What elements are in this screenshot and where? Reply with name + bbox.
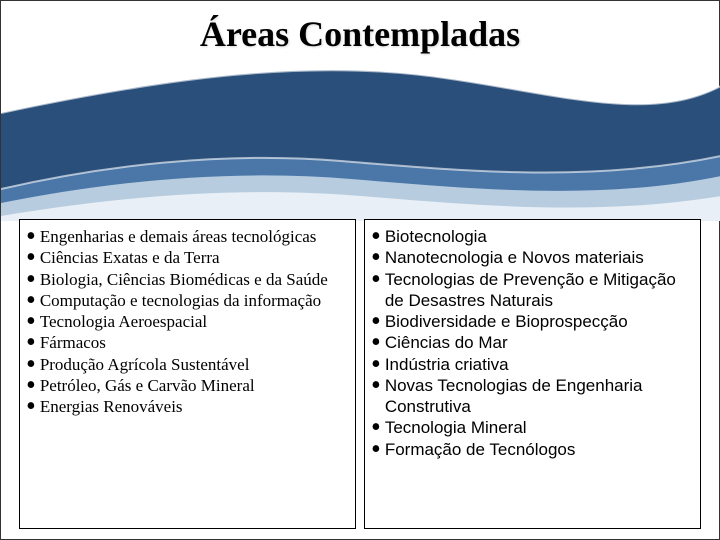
slide-title: Áreas Contempladas xyxy=(1,1,719,55)
list-item: •Ciências do Mar xyxy=(371,332,692,353)
item-text: Produção Agrícola Sustentável xyxy=(40,354,250,375)
right-column: •Biotecnologia •Nanotecnologia e Novos m… xyxy=(364,219,701,529)
item-text: Engenharias e demais áreas tecnológicas xyxy=(40,226,317,247)
item-text: Ciências do Mar xyxy=(385,332,508,353)
item-text: Petróleo, Gás e Carvão Mineral xyxy=(40,375,255,396)
bullet-icon: • xyxy=(371,271,381,289)
bullet-icon: • xyxy=(371,377,381,395)
item-text: Ciências Exatas e da Terra xyxy=(40,247,220,268)
item-text: Tecnologia Mineral xyxy=(385,417,527,438)
left-column: •Engenharias e demais áreas tecnológicas… xyxy=(19,219,356,529)
item-text: Formação de Tecnólogos xyxy=(385,439,576,460)
list-item: •Computação e tecnologias da informação xyxy=(26,290,347,311)
list-item: •Tecnologias de Prevenção e Mitigação de… xyxy=(371,269,692,312)
item-text: Novas Tecnologias de Engenharia Construt… xyxy=(385,375,692,418)
list-item: •Biotecnologia xyxy=(371,226,692,247)
wave-background xyxy=(1,41,720,221)
list-item: •Indústria criativa xyxy=(371,354,692,375)
slide: Áreas Contempladas •Engenharias e demais… xyxy=(0,0,720,540)
list-item: •Tecnologia Mineral xyxy=(371,417,692,438)
item-text: Biologia, Ciências Biomédicas e da Saúde xyxy=(40,269,328,290)
list-item: •Engenharias e demais áreas tecnológicas xyxy=(26,226,347,247)
list-item: •Petróleo, Gás e Carvão Mineral xyxy=(26,375,347,396)
list-item: •Energias Renováveis xyxy=(26,396,347,417)
item-text: Fármacos xyxy=(40,332,106,353)
list-item: •Biologia, Ciências Biomédicas e da Saúd… xyxy=(26,269,347,290)
list-item: •Ciências Exatas e da Terra xyxy=(26,247,347,268)
item-text: Indústria criativa xyxy=(385,354,509,375)
item-text: Energias Renováveis xyxy=(40,396,183,417)
list-item: •Novas Tecnologias de Engenharia Constru… xyxy=(371,375,692,418)
item-text: Nanotecnologia e Novos materiais xyxy=(385,247,644,268)
list-item: •Produção Agrícola Sustentável xyxy=(26,354,347,375)
list-item: •Fármacos xyxy=(26,332,347,353)
bullet-icon: • xyxy=(371,441,381,459)
list-item: •Biodiversidade e Bioprospecção xyxy=(371,311,692,332)
item-text: Biodiversidade e Bioprospecção xyxy=(385,311,628,332)
item-text: Tecnologias de Prevenção e Mitigação de … xyxy=(385,269,692,312)
list-item: •Formação de Tecnólogos xyxy=(371,439,692,460)
item-text: Computação e tecnologias da informação xyxy=(40,290,321,311)
item-text: Biotecnologia xyxy=(385,226,487,247)
list-item: •Tecnologia Aeroespacial xyxy=(26,311,347,332)
item-text: Tecnologia Aeroespacial xyxy=(40,311,207,332)
bullet-icon: • xyxy=(26,398,36,416)
list-item: •Nanotecnologia e Novos materiais xyxy=(371,247,692,268)
content-area: •Engenharias e demais áreas tecnológicas… xyxy=(19,219,701,529)
